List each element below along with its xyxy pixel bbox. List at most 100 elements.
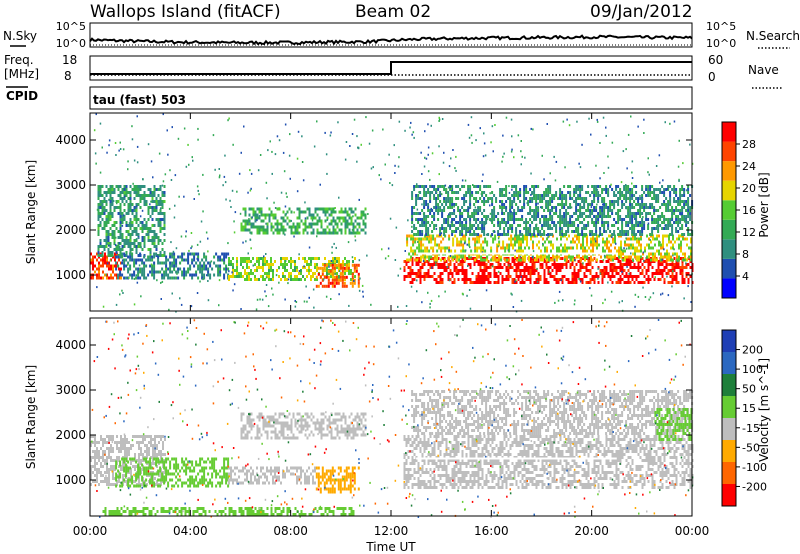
velocity-cell — [90, 444, 92, 447]
power-cell — [250, 260, 252, 263]
power-cell — [592, 240, 594, 244]
power-cell — [665, 272, 668, 275]
power-cell — [421, 221, 424, 224]
power-cell — [112, 267, 114, 271]
power-noise-point — [306, 300, 308, 303]
power-cell — [683, 233, 686, 236]
power-cell — [133, 264, 136, 268]
power-cell — [543, 221, 546, 224]
power-cell — [326, 207, 329, 211]
power-cell — [501, 203, 504, 206]
power-noise-point — [119, 293, 121, 296]
power-cell — [493, 224, 496, 227]
power-cell — [505, 209, 508, 212]
power-noise-point — [427, 291, 429, 294]
power-cell — [521, 233, 524, 236]
power-cell — [153, 206, 156, 209]
power-cell — [123, 245, 126, 248]
power-cell — [652, 237, 654, 241]
power-cell — [511, 194, 514, 197]
power-noise-point — [142, 178, 144, 181]
power-cell — [104, 255, 106, 259]
power-cell — [254, 278, 256, 281]
power-cell — [441, 278, 444, 281]
power-cell — [587, 224, 590, 227]
power-cell — [240, 225, 243, 229]
power-noise-point — [108, 244, 110, 247]
power-cell — [149, 230, 152, 233]
power-cell — [244, 207, 247, 211]
power-cell — [443, 233, 446, 236]
power-cell — [411, 263, 414, 266]
power-cell — [547, 209, 550, 212]
power-cell — [486, 240, 489, 244]
power-cell — [435, 200, 438, 203]
power-cell — [131, 230, 134, 233]
power-noise-point — [197, 127, 199, 130]
power-cell — [625, 221, 628, 224]
power-cell — [573, 278, 576, 281]
power-noise-point — [196, 257, 198, 260]
power-cell — [637, 212, 640, 215]
power-cell — [310, 231, 313, 235]
power-noise-point — [96, 208, 99, 211]
power-cell — [340, 210, 343, 214]
power-noise-point — [420, 151, 422, 154]
power-cell — [685, 209, 688, 212]
power-cell — [131, 209, 134, 212]
power-cell — [111, 236, 114, 239]
power-cell — [151, 258, 154, 262]
power-cell — [675, 215, 678, 218]
power-cell — [453, 281, 456, 284]
power-cell — [452, 237, 455, 241]
power-cell — [143, 227, 146, 230]
power-cell — [637, 221, 640, 224]
power-cell — [123, 194, 126, 197]
power-cell — [338, 257, 340, 260]
power-cell — [471, 212, 474, 215]
power-cell — [521, 278, 524, 281]
power-noise-point — [330, 298, 332, 300]
power-cell — [127, 245, 130, 248]
power-cell — [165, 261, 168, 265]
power-cell — [641, 233, 644, 236]
power-noise-point — [331, 251, 333, 254]
power-cell — [177, 276, 180, 280]
power-cell — [638, 255, 640, 259]
power-cell — [490, 258, 493, 262]
power-cell — [621, 218, 624, 221]
power-cell — [501, 218, 504, 221]
power-noise-point — [540, 206, 542, 209]
power-noise-point — [468, 136, 471, 139]
power-cell — [570, 255, 572, 259]
power-cell — [669, 281, 672, 284]
power-cell — [280, 263, 282, 266]
power-cell — [336, 257, 338, 260]
power-cell — [335, 275, 338, 279]
power-cell — [678, 255, 680, 259]
power-cell — [111, 254, 114, 257]
power-cell — [356, 216, 359, 220]
power-cell — [515, 230, 518, 233]
power-noise-point — [497, 270, 500, 273]
power-cell — [421, 224, 424, 227]
power-noise-point — [469, 246, 471, 249]
power-cell — [581, 200, 584, 203]
power-cell — [151, 270, 154, 274]
power-cell — [427, 203, 430, 206]
power-cell — [490, 246, 493, 250]
power-cell — [449, 203, 452, 206]
power-cell — [127, 261, 130, 265]
power-cell — [567, 221, 570, 224]
power-cell — [569, 185, 572, 188]
power-noise-point — [603, 254, 606, 257]
power-cell — [665, 263, 668, 266]
power-cell — [577, 230, 580, 233]
power-cell — [111, 200, 114, 203]
power-noise-point — [357, 146, 359, 149]
power-cell — [454, 249, 457, 253]
power-cell — [551, 263, 554, 266]
power-cell — [597, 212, 600, 215]
power-cell — [543, 209, 546, 212]
power-cell — [135, 188, 138, 191]
